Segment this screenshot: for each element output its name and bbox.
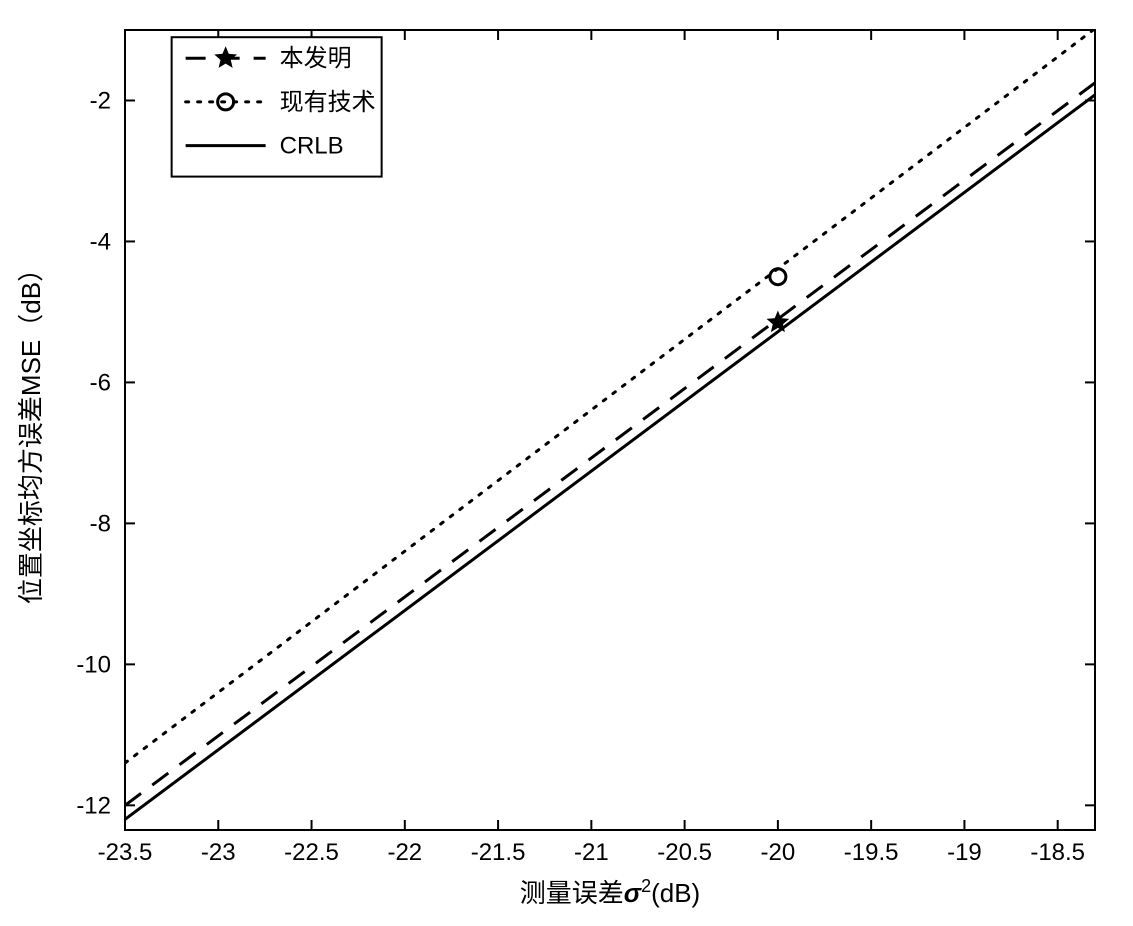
y-tick-label: -8 [90, 510, 111, 537]
x-tick-label: -21.5 [471, 839, 526, 866]
y-axis-label: 位置坐标均方误差MSE（dB） [16, 256, 46, 604]
x-tick-label: -21 [574, 839, 609, 866]
legend: 本发明现有技术 CRLB [172, 37, 382, 176]
x-tick-label: -22 [387, 839, 422, 866]
y-tick-label: -6 [90, 369, 111, 396]
legend-label-existing: 现有技术 [280, 89, 376, 116]
y-tick-label: -4 [90, 228, 111, 255]
x-tick-label: -20.5 [657, 839, 712, 866]
x-tick-label: -19.5 [844, 839, 899, 866]
y-tick-label: -12 [76, 792, 111, 819]
chart-container: -23.5 -23 -22.5 -22 -21.5 -21 -20.5 -20 -19.5 -19… [0, 0, 1133, 926]
legend-label-crlb: CRLB [280, 133, 344, 160]
legend-label-invention: 本发明 [280, 45, 352, 72]
x-tick-label: -23 [201, 839, 236, 866]
x-axis-label: 测量误差σ2(dB) [520, 876, 700, 908]
chart-svg: -23.5 -23 -22.5 -22 -21.5 -21 -20.5 -20 -19.5 -19… [0, 0, 1133, 926]
y-tick-label: -10 [76, 651, 111, 678]
x-tick-label: -18.5 [1030, 839, 1085, 866]
y-tick-label: -2 [90, 87, 111, 114]
x-tick-label: -19 [947, 839, 982, 866]
x-tick-label: -22.5 [284, 839, 339, 866]
x-tick-label: -23.5 [98, 839, 153, 866]
x-tick-label: -20 [761, 839, 796, 866]
